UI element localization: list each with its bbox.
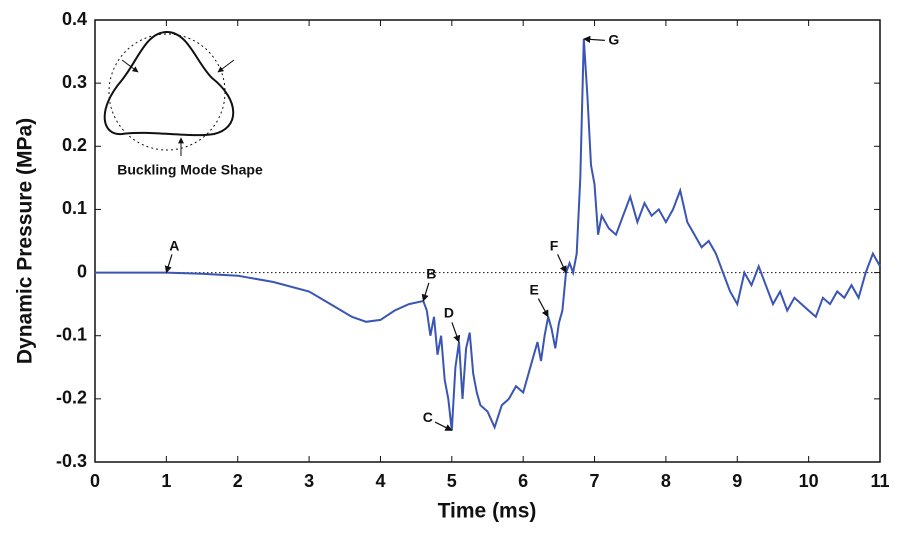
annotation-arrow <box>583 35 605 43</box>
x-tick-label: 2 <box>233 471 243 491</box>
inset-label: Buckling Mode Shape <box>117 162 263 178</box>
y-tick-label: 0.1 <box>62 198 87 218</box>
x-tick-label: 5 <box>447 471 457 491</box>
annotation-arrow <box>451 322 461 343</box>
annotation-label: D <box>444 305 454 321</box>
y-tick-label: 0.3 <box>62 72 87 92</box>
annotation-arrow <box>434 421 453 431</box>
inset: Buckling Mode Shape <box>103 30 263 178</box>
y-tick-label: -0.2 <box>56 388 87 408</box>
annotation-label: G <box>608 32 619 48</box>
y-tick-label: 0.2 <box>62 135 87 155</box>
x-tick-label: 0 <box>90 471 100 491</box>
x-tick-label: 9 <box>732 471 742 491</box>
inset-arrow <box>217 59 235 73</box>
annotation-label: C <box>423 409 433 425</box>
x-tick-label: 3 <box>304 471 314 491</box>
x-tick-label: 6 <box>518 471 528 491</box>
annotation-arrow <box>557 254 567 274</box>
x-tick-label: 7 <box>590 471 600 491</box>
x-axis-label: Time (ms) <box>438 500 537 523</box>
plot-frame <box>94 19 881 463</box>
annotation-arrow <box>421 282 430 302</box>
x-tick-label: 1 <box>161 471 171 491</box>
data-line <box>95 38 881 431</box>
inset-arrow <box>121 59 139 73</box>
annotation-label: B <box>426 266 436 282</box>
y-tick-label: 0.4 <box>62 9 87 29</box>
y-tick-label: -0.1 <box>56 324 87 344</box>
annotation-label: A <box>169 237 179 253</box>
x-tick-label: 10 <box>799 471 819 491</box>
y-axis-label: Dynamic Pressure (MPa) <box>14 118 37 364</box>
y-tick-label: -0.3 <box>56 451 87 471</box>
x-tick-label: 11 <box>870 471 889 491</box>
annotation-label: E <box>529 281 538 297</box>
inset-shape <box>103 30 235 137</box>
annotation-arrow <box>164 254 173 274</box>
x-tick-label: 4 <box>375 471 385 491</box>
annotation-label: F <box>550 237 559 253</box>
x-tick-label: 8 <box>661 471 671 491</box>
annotation-arrow <box>537 298 549 318</box>
y-tick-label: 0 <box>77 261 87 281</box>
